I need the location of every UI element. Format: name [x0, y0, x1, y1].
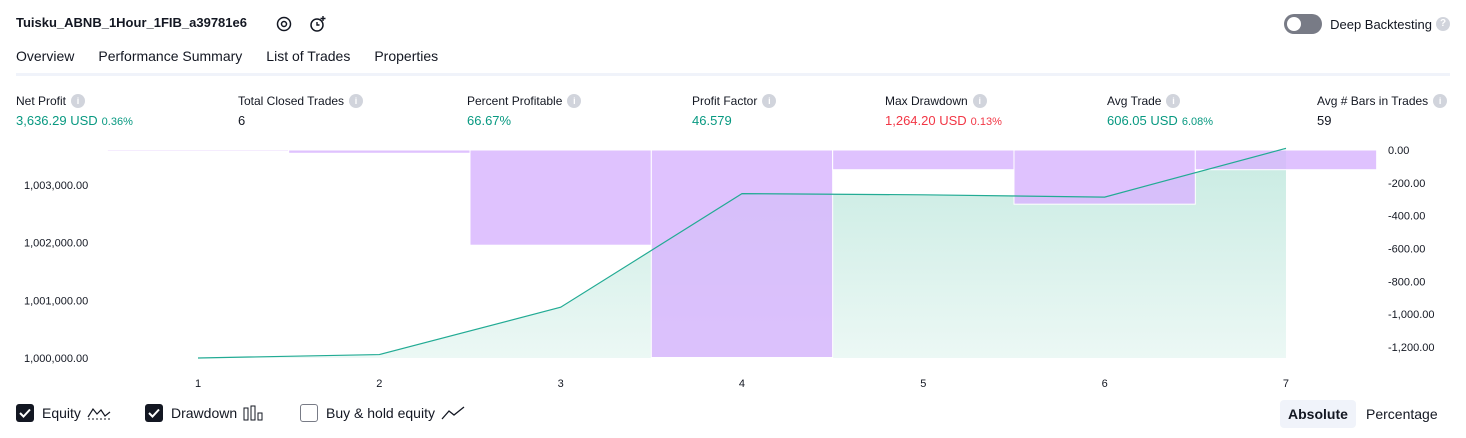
- legend-label: Equity: [42, 405, 81, 421]
- metric-value: 606.05 USD: [1107, 113, 1178, 128]
- deep-backtesting-control: Deep Backtesting ?: [1284, 14, 1450, 34]
- metric-label: Total Closed Trades: [238, 94, 345, 108]
- x-axis-tick-label: 7: [1283, 378, 1289, 390]
- strategy-title: Tuisku_ABNB_1Hour_1FIB_a39781e6: [16, 15, 247, 30]
- info-icon[interactable]: i: [349, 94, 364, 108]
- deep-backtesting-label: Deep Backtesting: [1330, 16, 1432, 32]
- info-icon[interactable]: i: [1433, 94, 1448, 108]
- tab-bar: Overview Performance Summary List of Tra…: [16, 48, 462, 76]
- metric-label: Percent Profitable: [467, 94, 563, 108]
- metric-value: 3,636.29 USD: [16, 113, 98, 128]
- strategy-header: Tuisku_ABNB_1Hour_1FIB_a39781e6 Deep Bac…: [16, 12, 1450, 36]
- metric-value: 46.579: [692, 113, 732, 128]
- tab-divider: [16, 73, 1450, 76]
- drawdown-bar: [469, 149, 652, 246]
- legend-drawdown[interactable]: Drawdown: [145, 404, 265, 422]
- right-axis-tick-label: -1,200.00: [1388, 342, 1434, 354]
- left-axis-tick-label: 1,003,000.00: [24, 180, 88, 192]
- x-axis-tick-label: 6: [1102, 378, 1108, 390]
- right-axis-tick-label: -200.00: [1388, 178, 1425, 190]
- left-axis-tick-label: 1,000,000.00: [24, 353, 88, 365]
- metric-percent: 0.13%: [970, 116, 1002, 128]
- metric-net-profit: Net Profit i 3,636.29 USD 0.36%: [16, 94, 133, 128]
- absolute-mode-button[interactable]: Absolute: [1280, 400, 1356, 428]
- buy-hold-checkbox[interactable]: [300, 404, 318, 422]
- metric-label: Profit Factor: [692, 94, 758, 108]
- x-axis-tick-label: 1: [195, 378, 201, 390]
- metric-total-closed-trades: Total Closed Trades i 6: [238, 94, 364, 128]
- legend-equity[interactable]: Equity: [16, 404, 111, 422]
- right-axis-tick-label: -600.00: [1388, 244, 1425, 256]
- right-axis-tick-label: -800.00: [1388, 276, 1425, 288]
- x-axis-tick-label: 2: [376, 378, 382, 390]
- metric-label: Avg # Bars in Trades: [1317, 94, 1429, 108]
- drawdown-checkbox[interactable]: [145, 404, 163, 422]
- equity-line-icon: [87, 405, 111, 421]
- metric-label: Net Profit: [16, 94, 67, 108]
- metric-profit-factor: Profit Factor i 46.579: [692, 94, 777, 128]
- metric-label: Max Drawdown: [885, 94, 968, 108]
- equity-checkbox[interactable]: [16, 404, 34, 422]
- drawdown-bars-icon: [243, 405, 265, 421]
- metric-percent: 0.36%: [101, 116, 133, 128]
- metric-value: 6: [238, 113, 246, 128]
- tab-properties[interactable]: Properties: [374, 48, 439, 64]
- deep-backtesting-toggle[interactable]: [1284, 14, 1323, 34]
- metric-label: Avg Trade: [1107, 94, 1162, 108]
- drawdown-bar: [832, 149, 1015, 171]
- equity-line: [197, 147, 1287, 359]
- drawdown-bar: [1194, 149, 1378, 171]
- info-icon[interactable]: i: [71, 94, 86, 108]
- metric-value: 1,264.20 USD: [885, 113, 967, 128]
- metric-value: 59: [1317, 113, 1332, 128]
- right-axis-tick-label: -1,000.00: [1388, 309, 1434, 321]
- settings-gear-icon[interactable]: [274, 14, 294, 34]
- drawdown-bar: [650, 149, 834, 359]
- info-icon[interactable]: i: [762, 94, 777, 108]
- info-icon[interactable]: i: [567, 94, 582, 108]
- toggle-knob: [1287, 17, 1302, 31]
- percentage-mode-button[interactable]: Percentage: [1366, 406, 1438, 422]
- legend-label: Buy & hold equity: [326, 405, 435, 421]
- tab-overview[interactable]: Overview: [16, 48, 75, 76]
- metric-value: 66.67%: [467, 113, 512, 128]
- buy-hold-line-icon: [441, 405, 465, 421]
- add-alert-icon[interactable]: [308, 14, 328, 34]
- x-axis-tick-label: 5: [920, 378, 926, 390]
- right-axis-tick-label: -400.00: [1388, 211, 1425, 223]
- metric-avg-bars: Avg # Bars in Trades i 59: [1317, 94, 1448, 128]
- chart-footer: Equity Drawdown Buy & hold equity Absolu…: [16, 400, 1450, 428]
- left-axis-tick-label: 1,002,000.00: [24, 238, 88, 250]
- metric-percent-profitable: Percent Profitable i 66.67%: [467, 94, 582, 128]
- metric-percent: 6.08%: [1181, 116, 1214, 128]
- drawdown-bar: [106, 149, 290, 152]
- metric-avg-trade: Avg Trade i 606.05 USD 6.08%: [1107, 94, 1213, 128]
- left-axis-tick-label: 1,001,000.00: [24, 295, 88, 307]
- tab-performance-summary[interactable]: Performance Summary: [98, 48, 243, 64]
- legend-label: Drawdown: [171, 405, 238, 421]
- right-axis-tick-label: 0.00: [1388, 145, 1409, 157]
- info-icon[interactable]: i: [972, 94, 987, 108]
- legend-buy-hold-equity[interactable]: Buy & hold equity: [300, 404, 465, 422]
- equity-drawdown-chart[interactable]: 1,000,000.00 1,001,000.00 1,002,000.00 1,00…: [0, 140, 1466, 396]
- drawdown-bar: [1013, 149, 1196, 205]
- metric-max-drawdown: Max Drawdown i 1,264.20 USD 0.13%: [885, 94, 1002, 128]
- x-axis-tick-label: 3: [558, 378, 564, 390]
- tab-list-of-trades[interactable]: List of Trades: [266, 48, 351, 64]
- help-icon[interactable]: ?: [1436, 17, 1450, 31]
- drawdown-bar: [288, 149, 471, 154]
- info-icon[interactable]: i: [1166, 94, 1181, 108]
- x-axis-tick-label: 4: [739, 378, 745, 390]
